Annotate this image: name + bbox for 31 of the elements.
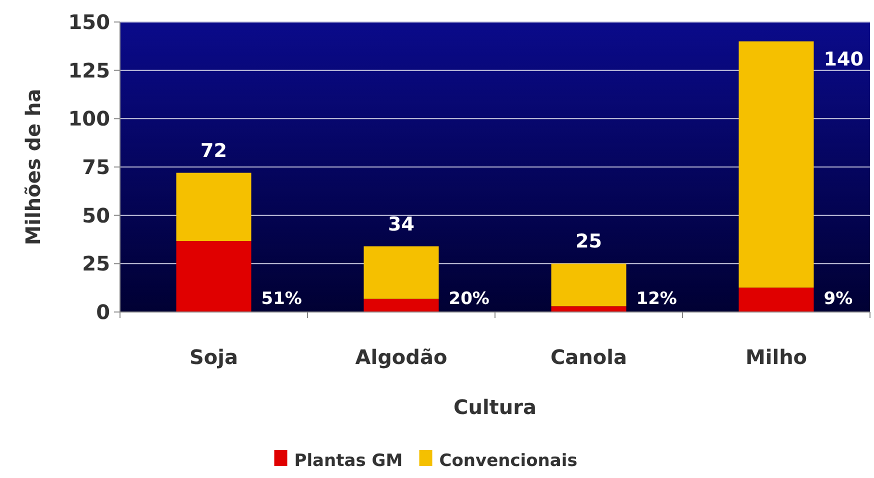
bar	[364, 246, 439, 299]
y-tick-label: 150	[68, 10, 110, 34]
total-label: 25	[576, 230, 602, 253]
bar	[551, 306, 626, 312]
y-tick-label: 125	[68, 58, 110, 82]
y-tick-label: 75	[82, 155, 110, 179]
bar	[364, 298, 439, 312]
y-tick-label: 0	[96, 300, 110, 324]
annotation: 12%	[636, 289, 677, 309]
bar	[176, 241, 252, 312]
x-tick-label: Soja	[190, 345, 238, 369]
y-tick-label: 25	[82, 252, 110, 276]
annotation: 9%	[824, 289, 853, 309]
x-tick-label: Algodão	[355, 345, 448, 369]
y-tick-label: 100	[68, 106, 110, 131]
total-label: 72	[200, 140, 227, 162]
total-label: 140	[824, 48, 864, 70]
bar	[551, 264, 626, 306]
bar	[176, 172, 252, 242]
total-label: 34	[388, 213, 414, 236]
x-axis-title: Cultura	[454, 395, 536, 419]
y-tick-label: 50	[82, 203, 110, 228]
y-axis-title: Milhões de ha	[21, 88, 45, 246]
legend-label: Plantas GM	[294, 451, 403, 471]
annotation: 20%	[448, 289, 490, 309]
annotation: 51%	[261, 289, 302, 309]
bar	[738, 41, 814, 288]
legend-label: Convencionais	[439, 451, 578, 471]
x-tick-label: Canola	[550, 345, 628, 369]
bar	[738, 288, 814, 312]
x-tick-label: Milho	[745, 345, 808, 369]
